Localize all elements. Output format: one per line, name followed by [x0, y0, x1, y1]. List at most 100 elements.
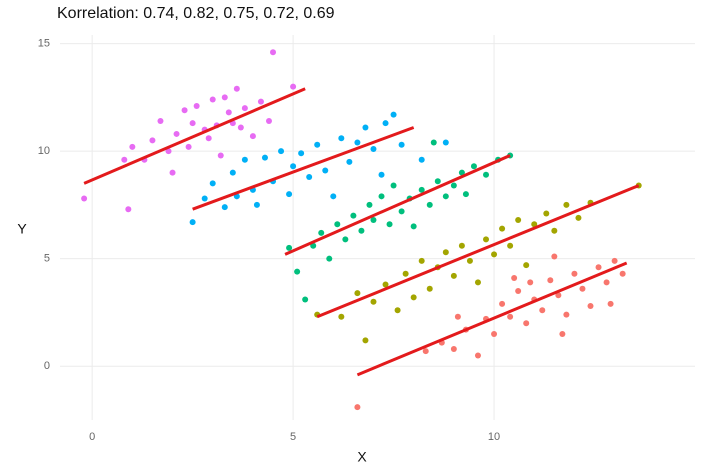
- point: [454, 313, 461, 320]
- x-tick-label: 10: [488, 431, 500, 443]
- point: [418, 156, 425, 163]
- point: [474, 279, 481, 286]
- point: [551, 253, 558, 260]
- point: [286, 191, 293, 198]
- point: [358, 227, 365, 234]
- point: [330, 193, 337, 200]
- y-tick-label: 0: [44, 360, 50, 372]
- point: [442, 139, 449, 146]
- point: [125, 206, 132, 213]
- point: [221, 204, 228, 211]
- point: [398, 208, 405, 215]
- point: [185, 143, 192, 150]
- point: [322, 167, 329, 174]
- point: [270, 49, 277, 56]
- point: [181, 107, 188, 114]
- point: [515, 216, 522, 223]
- x-axis-label: X: [357, 449, 367, 465]
- point: [334, 221, 341, 228]
- point: [410, 294, 417, 301]
- y-tick-label: 10: [38, 145, 50, 157]
- point: [149, 137, 156, 144]
- point: [121, 156, 128, 163]
- chart-title: Korrelation: 0.74, 0.82, 0.75, 0.72, 0.6…: [57, 5, 335, 22]
- point: [209, 180, 216, 187]
- regression-line: [316, 184, 640, 319]
- point: [201, 195, 208, 202]
- point: [499, 300, 506, 307]
- point: [302, 296, 309, 303]
- point: [237, 124, 244, 131]
- point: [173, 130, 180, 137]
- point: [458, 242, 465, 249]
- point: [571, 270, 578, 277]
- point: [366, 201, 373, 208]
- point: [286, 244, 293, 251]
- point: [205, 135, 212, 142]
- point: [81, 195, 88, 202]
- point: [619, 270, 626, 277]
- point: [294, 268, 301, 275]
- point: [249, 133, 256, 140]
- point: [394, 307, 401, 314]
- point: [450, 272, 457, 279]
- point: [611, 257, 618, 264]
- point: [390, 111, 397, 118]
- point: [346, 158, 353, 165]
- point: [354, 404, 361, 411]
- point: [189, 120, 196, 127]
- point: [555, 292, 562, 299]
- y-tick-label: 5: [44, 253, 50, 265]
- point: [575, 214, 582, 221]
- point: [157, 118, 164, 125]
- point: [458, 169, 465, 176]
- point: [386, 221, 393, 228]
- point: [483, 171, 490, 178]
- point: [265, 118, 272, 125]
- point: [290, 163, 297, 170]
- point: [587, 303, 594, 310]
- point: [382, 281, 389, 288]
- point: [402, 270, 409, 277]
- y-axis-label: Y: [17, 221, 27, 237]
- point: [422, 348, 429, 355]
- point: [129, 143, 136, 150]
- point: [290, 83, 297, 90]
- point: [342, 236, 349, 243]
- point: [338, 313, 345, 320]
- point: [523, 262, 530, 269]
- point: [531, 221, 538, 228]
- point: [539, 307, 546, 314]
- point: [483, 236, 490, 243]
- point: [442, 249, 449, 256]
- point: [462, 191, 469, 198]
- point: [499, 225, 506, 232]
- point: [253, 201, 260, 208]
- point: [466, 257, 473, 264]
- point: [390, 182, 397, 189]
- point: [370, 298, 377, 305]
- point: [491, 330, 498, 337]
- point: [474, 352, 481, 359]
- point: [426, 285, 433, 292]
- point: [354, 139, 361, 146]
- point: [442, 193, 449, 200]
- point: [527, 279, 534, 286]
- point: [450, 346, 457, 353]
- point: [507, 313, 514, 320]
- point: [515, 287, 522, 294]
- point: [410, 223, 417, 230]
- point: [362, 337, 369, 344]
- point: [306, 173, 313, 180]
- point: [430, 139, 437, 146]
- point: [507, 242, 514, 249]
- point: [547, 277, 554, 284]
- regression-line: [356, 261, 628, 377]
- point: [193, 102, 200, 109]
- point: [450, 182, 457, 189]
- point: [229, 169, 236, 176]
- point: [491, 251, 498, 258]
- point: [511, 275, 518, 282]
- point: [370, 216, 377, 223]
- y-tick-label: 15: [38, 38, 50, 50]
